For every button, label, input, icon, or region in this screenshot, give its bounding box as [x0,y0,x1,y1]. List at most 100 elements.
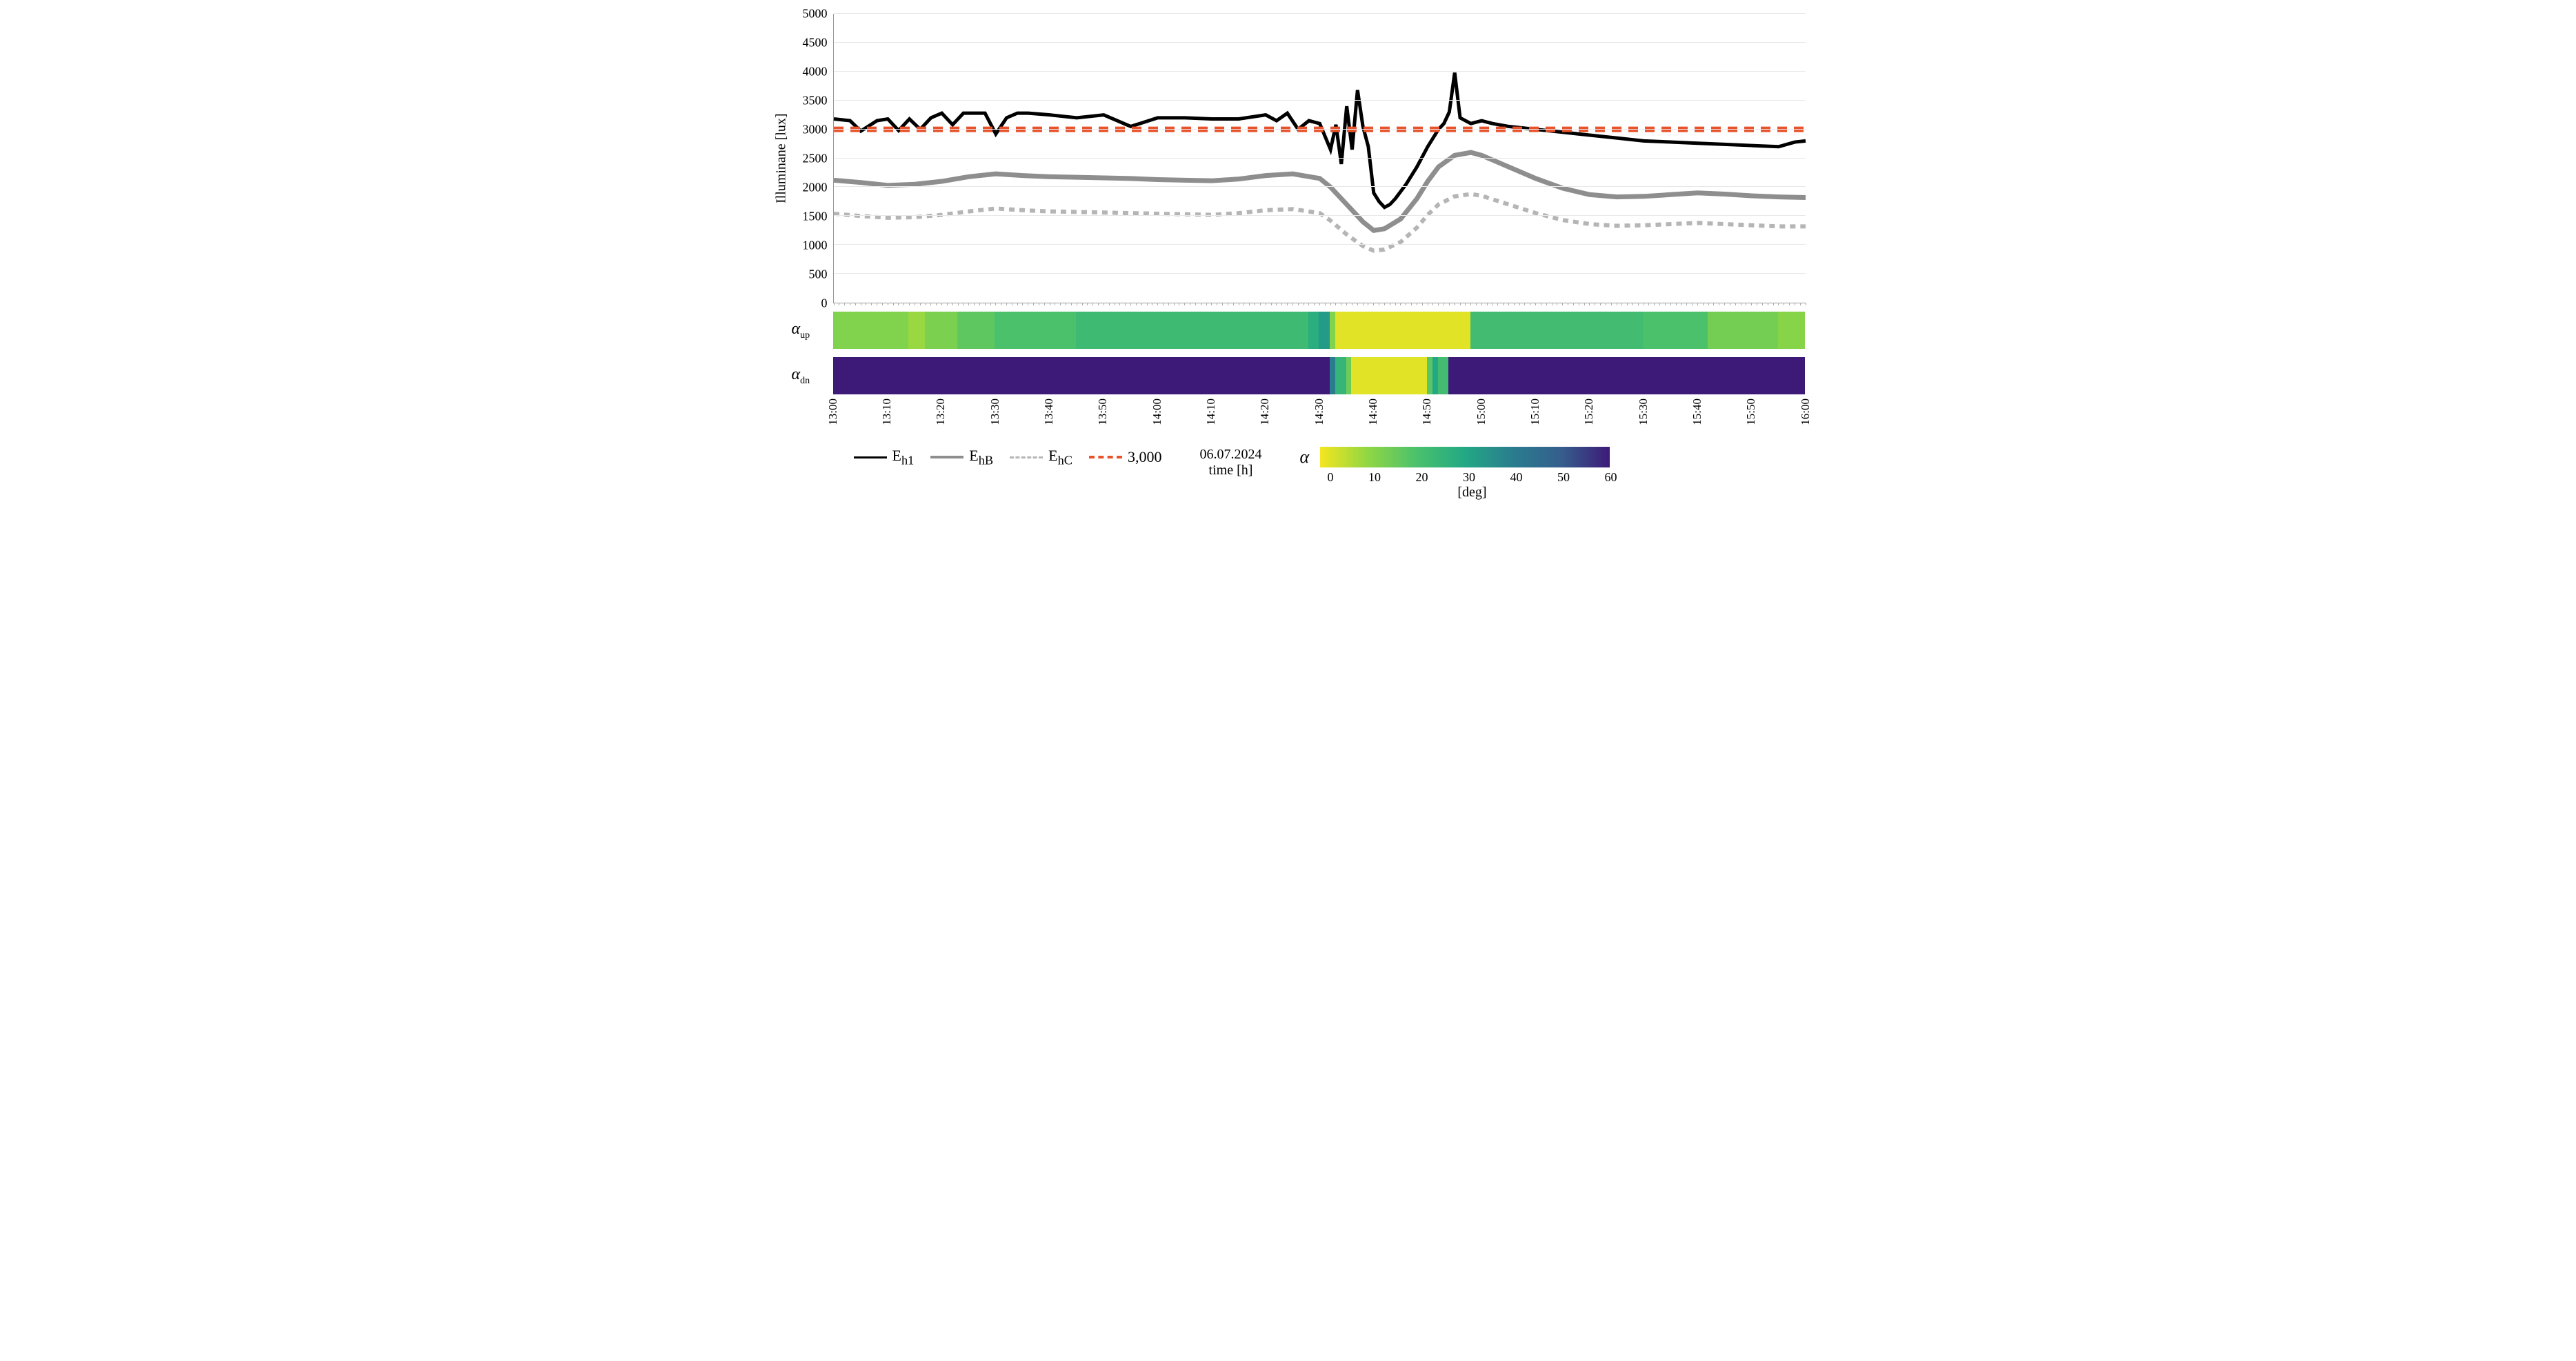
heatmap-bar [833,312,1806,349]
figure-root: Illuminane [lux] 05001000150020002500300… [771,14,1806,501]
x-tick: 14:00 [1150,399,1164,425]
y-tick: 3000 [786,123,828,137]
y-tick: 4000 [786,65,828,79]
colorbar-tick: 20 [1415,470,1428,485]
gridline [834,215,1806,216]
heatmap-segment [1308,312,1319,349]
colorbar-label: α [1299,447,1309,467]
heatmap-segment [1427,357,1432,394]
heatmap-segment [957,312,995,349]
colorbar [1320,447,1610,467]
heatmap-segment [1708,312,1778,349]
y-tick: 2500 [786,152,828,166]
x-tick: 14:30 [1312,399,1326,425]
gridline [834,42,1806,43]
heatmap-segment [833,357,1330,394]
x-tick: 14:50 [1420,399,1434,425]
heatmap-group: αup αdn [771,312,1806,394]
legend-label: Eh1 [892,447,915,467]
plot-area [833,14,1806,303]
heatmap-segment [833,312,909,349]
y-tick: 2000 [786,181,828,195]
colorbar-tick: 40 [1510,470,1522,485]
heatmap-segment [1778,312,1805,349]
y-tick: 0 [786,296,828,311]
legend-swatch [854,456,887,458]
x-tick: 15:00 [1475,399,1488,425]
colorbar-tick: 0 [1327,470,1333,485]
gridline [834,158,1806,159]
y-tick: 4500 [786,36,828,50]
legend-item: 3,000 [1089,448,1162,466]
heatmap-segment [1346,357,1352,394]
legend: Eh1EhBEhC3,000 [771,447,1162,467]
heatmap-segment [1319,312,1330,349]
gridline [834,273,1806,274]
heatmap-segment [1470,312,1644,349]
heatmap-segment [1335,357,1346,394]
colorbar-tick: 10 [1368,470,1381,485]
heatmap-segment [1438,357,1449,394]
x-tick: 14:10 [1204,399,1218,425]
heatmap-segment [1330,357,1335,394]
legend-swatch [1089,456,1122,458]
heatmap-alpha_dn: αdn [771,357,1806,394]
y-tick: 1500 [786,210,828,224]
x-axis: 13:0013:1013:2013:3013:4013:5014:0014:10… [833,399,1806,440]
x-axis-date-block: 06.07.2024 time [h] [1161,447,1299,478]
gridline [834,100,1806,101]
gridline [834,186,1806,187]
heatmap-segment [1351,357,1427,394]
x-tick: 15:10 [1528,399,1542,425]
colorbar-unit: [deg] [1327,485,1617,501]
series-E_h1 [834,72,1806,207]
below-row: Eh1EhBEhC3,000 06.07.2024 time [h] α 010… [771,447,1806,501]
x-tick: 13:20 [934,399,948,425]
legend-item: EhC [1010,447,1072,467]
heatmap-label: αdn [771,365,833,387]
x-tick: 15:40 [1690,399,1704,425]
heatmap-segment [1432,357,1438,394]
heatmap-segment [1335,312,1341,349]
heatmap-segment [925,312,957,349]
legend-label: 3,000 [1128,448,1162,466]
x-tick: 13:10 [880,399,894,425]
legend-item: Eh1 [854,447,915,467]
gridline [834,129,1806,130]
x-axis-date: 06.07.2024 [1161,447,1299,463]
heatmap-segment [1341,312,1470,349]
gridline [834,71,1806,72]
heatmap-segment [995,312,1076,349]
line-chart: Illuminane [lux] 05001000150020002500300… [771,14,1806,303]
gridline [834,244,1806,245]
y-axis: 0500100015002000250030003500400045005000 [792,14,833,303]
colorbar-tick: 50 [1557,470,1570,485]
legend-label: EhC [1048,447,1072,467]
x-tick: 13:30 [988,399,1002,425]
x-tick: 13:40 [1042,399,1056,425]
heatmap-label: αup [771,320,833,341]
gridline [834,13,1806,14]
x-tick: 15:50 [1744,399,1758,425]
y-tick: 5000 [786,7,828,21]
colorbar-block: α 0 10 20 30 40 50 60 [deg] [1299,447,1617,501]
x-tick: 13:00 [826,399,840,425]
legend-swatch [930,456,963,458]
colorbar-tick: 60 [1604,470,1617,485]
y-tick: 3500 [786,94,828,108]
x-tick: 15:20 [1582,399,1596,425]
heatmap-alpha_up: αup [771,312,1806,349]
heatmap-segment [1330,312,1335,349]
x-tick: 16:00 [1799,399,1813,425]
heatmap-bar [833,357,1806,394]
series-E_hB [834,152,1806,230]
series-E_hC [834,194,1806,250]
x-axis-label: time [h] [1161,463,1299,478]
y-tick: 500 [786,268,828,282]
heatmap-segment [1643,312,1708,349]
colorbar-tick: 30 [1463,470,1475,485]
x-tick: 13:50 [1096,399,1110,425]
x-tick: 15:30 [1637,399,1650,425]
y-tick: 1000 [786,239,828,253]
series-svg [834,14,1806,303]
